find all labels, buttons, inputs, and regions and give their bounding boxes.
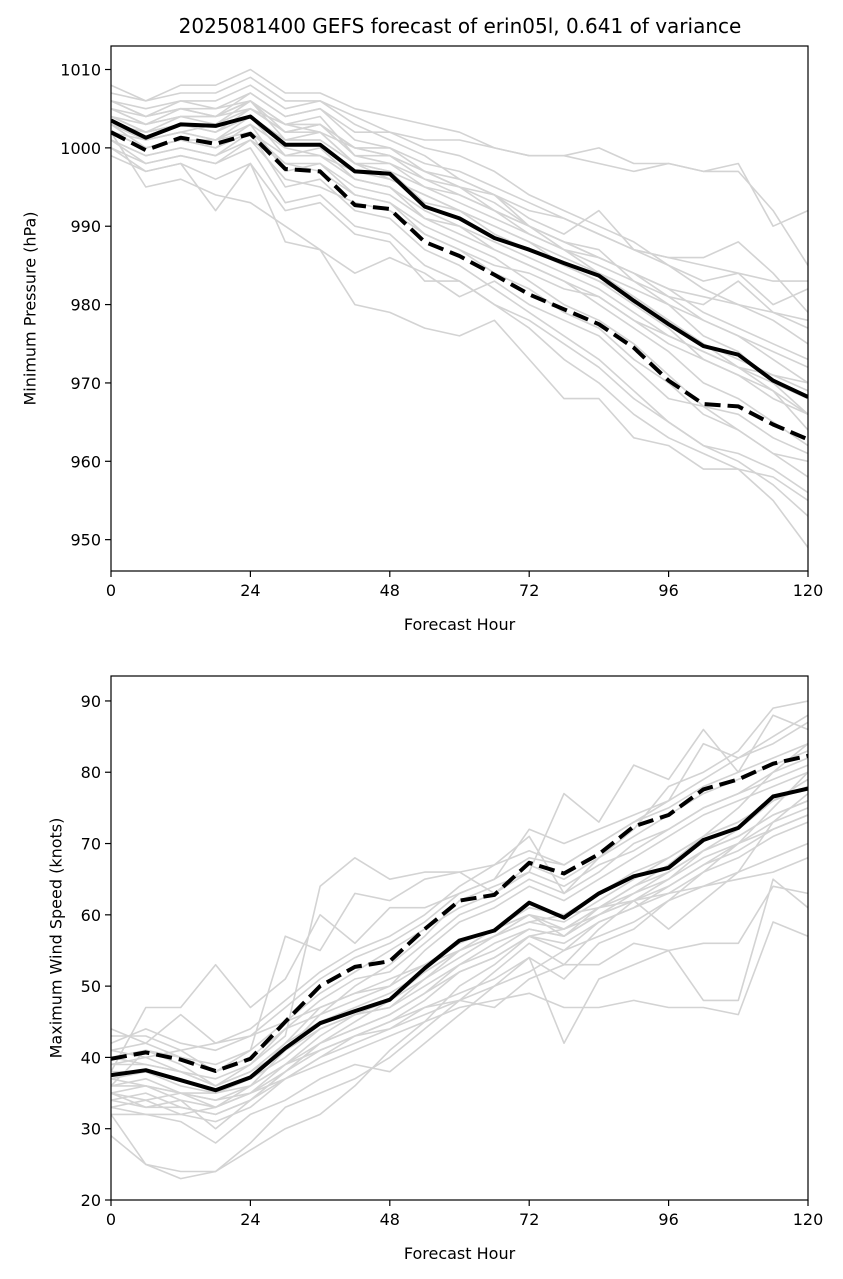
ensemble-member-line: [111, 76, 808, 227]
y-tick-label: 950: [70, 531, 101, 550]
wind-x-axis-label: Forecast Hour: [404, 1244, 516, 1263]
y-tick-label: 60: [81, 906, 101, 925]
ensemble-member-line: [111, 115, 808, 369]
x-tick-label: 48: [380, 581, 400, 600]
y-tick-label: 990: [70, 217, 101, 236]
ensemble-member-line: [111, 154, 808, 502]
ensemble-member-line: [111, 700, 808, 1087]
x-tick-label: 24: [240, 1210, 260, 1229]
y-tick-label: 1000: [60, 139, 101, 158]
wind-y-ticks: 20 30 40 50 60 70 80 90: [81, 692, 111, 1210]
wind-panel: 0 24 48 72 96 120 20 30 40 50 60 70 80 90 Forecast H…: [47, 675, 823, 1263]
y-tick-label: 40: [81, 1048, 101, 1067]
y-tick-label: 980: [70, 296, 101, 315]
ensemble-member-line: [111, 921, 808, 1116]
x-tick-label: 96: [658, 581, 678, 600]
wind-ensemble-members: [111, 700, 808, 1180]
pressure-x-axis-label: Forecast Hour: [404, 615, 516, 634]
pressure-y-axis-label: Minimum Pressure (hPa): [21, 212, 40, 406]
y-tick-label: 80: [81, 763, 101, 782]
pressure-panel: 2025081400 GEFS forecast of erin05l, 0.6…: [21, 14, 824, 634]
ensemble-mean-line: [111, 114, 808, 399]
pressure-axes-frame: [110, 45, 809, 572]
x-tick-label: 72: [519, 581, 539, 600]
x-tick-label: 0: [106, 1210, 116, 1229]
y-tick-label: 50: [81, 977, 101, 996]
ensemble-member-line: [111, 714, 808, 1044]
ensemble-member-line: [111, 742, 808, 1052]
x-tick-label: 120: [793, 581, 824, 600]
x-tick-label: 96: [658, 1210, 678, 1229]
pressure-x-ticks: 0 24 48 72 96 120: [106, 571, 823, 600]
ensemble-member-line: [111, 100, 808, 282]
y-tick-label: 960: [70, 452, 101, 471]
ensemble-member-line: [111, 771, 808, 1144]
y-tick-label: 30: [81, 1120, 101, 1139]
x-tick-label: 120: [793, 1210, 824, 1229]
x-tick-label: 48: [380, 1210, 400, 1229]
ensemble-member-line: [111, 92, 808, 313]
chart-title: 2025081400 GEFS forecast of erin05l, 0.6…: [179, 14, 742, 38]
y-tick-label: 70: [81, 835, 101, 854]
pressure-ensemble-members: [111, 68, 808, 548]
ensemble-member-line: [111, 750, 808, 1066]
y-tick-label: 970: [70, 374, 101, 393]
ensemble-member-line: [111, 857, 808, 1059]
y-tick-label: 90: [81, 692, 101, 711]
ensemble-member-line: [111, 139, 808, 384]
ensemble-member-line: [111, 147, 808, 494]
y-tick-label: 20: [81, 1191, 101, 1210]
pressure-mean-lines: [111, 114, 808, 442]
ensemble-member-line: [111, 885, 808, 1101]
pressure-y-ticks: 950 960 970 980 990 1000 1010: [60, 61, 111, 550]
wind-x-ticks: 0 24 48 72 96 120: [106, 1200, 823, 1229]
ensemble-mean-line: [111, 786, 808, 1093]
y-tick-label: 1010: [60, 61, 101, 80]
ensemble-member-line: [111, 814, 808, 1101]
ensemble-member-line: [111, 792, 808, 1173]
ensemble-member-line: [111, 878, 808, 1116]
x-tick-label: 24: [240, 581, 260, 600]
x-tick-label: 0: [106, 581, 116, 600]
wind-axes-frame: [110, 675, 809, 1201]
ensemble-member-line: [111, 139, 808, 415]
ensemble-member-line: [111, 800, 808, 1087]
deterministic-dashed-line: [111, 130, 808, 442]
ensemble-member-line: [111, 131, 808, 455]
x-tick-label: 72: [519, 1210, 539, 1229]
wind-mean-lines: [111, 753, 808, 1093]
ensemble-member-line: [111, 764, 808, 1080]
ensemble-member-line: [111, 100, 808, 431]
ensemble-member-line: [111, 92, 808, 345]
wind-y-axis-label: Maximum Wind Speed (knots): [47, 818, 66, 1059]
deterministic-dashed-line: [111, 753, 808, 1073]
